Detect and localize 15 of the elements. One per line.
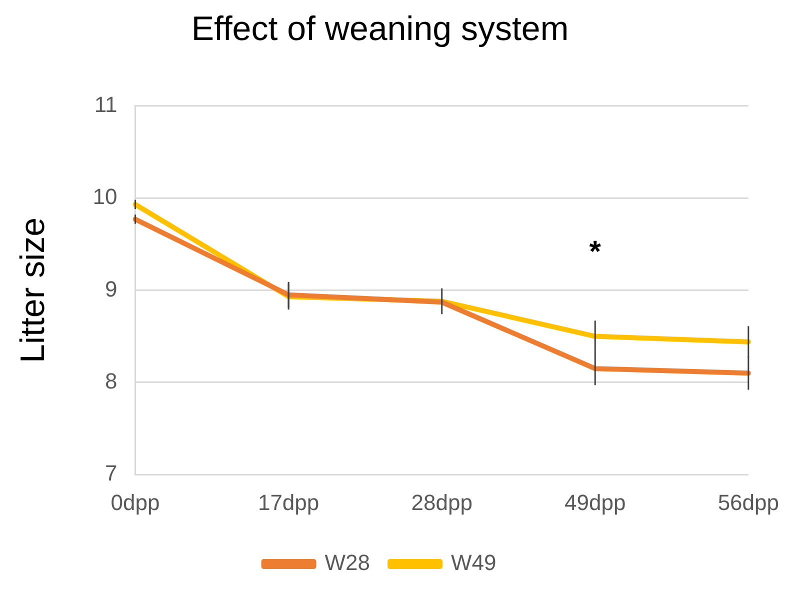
y-tick-label: 10 xyxy=(92,184,118,210)
y-axis-title: Litter size xyxy=(14,217,52,363)
x-tick-label: 0dpp xyxy=(110,490,160,515)
legend-label: W49 xyxy=(451,550,496,576)
chart-title: Effect of weaning system xyxy=(191,10,569,48)
x-tick-label: 56dpp xyxy=(718,490,780,515)
annotation: * xyxy=(589,236,602,269)
y-tick-label: 8 xyxy=(105,368,118,394)
x-tick-label: 28dpp xyxy=(411,490,472,515)
legend-label: W28 xyxy=(324,550,370,576)
y-tick-label: 9 xyxy=(105,276,118,302)
x-tick-label: 49dpp xyxy=(564,490,626,515)
x-tick-label: 17dpp xyxy=(258,490,320,515)
y-tick-label: 11 xyxy=(94,92,118,117)
y-tick-label: 7 xyxy=(105,460,118,486)
